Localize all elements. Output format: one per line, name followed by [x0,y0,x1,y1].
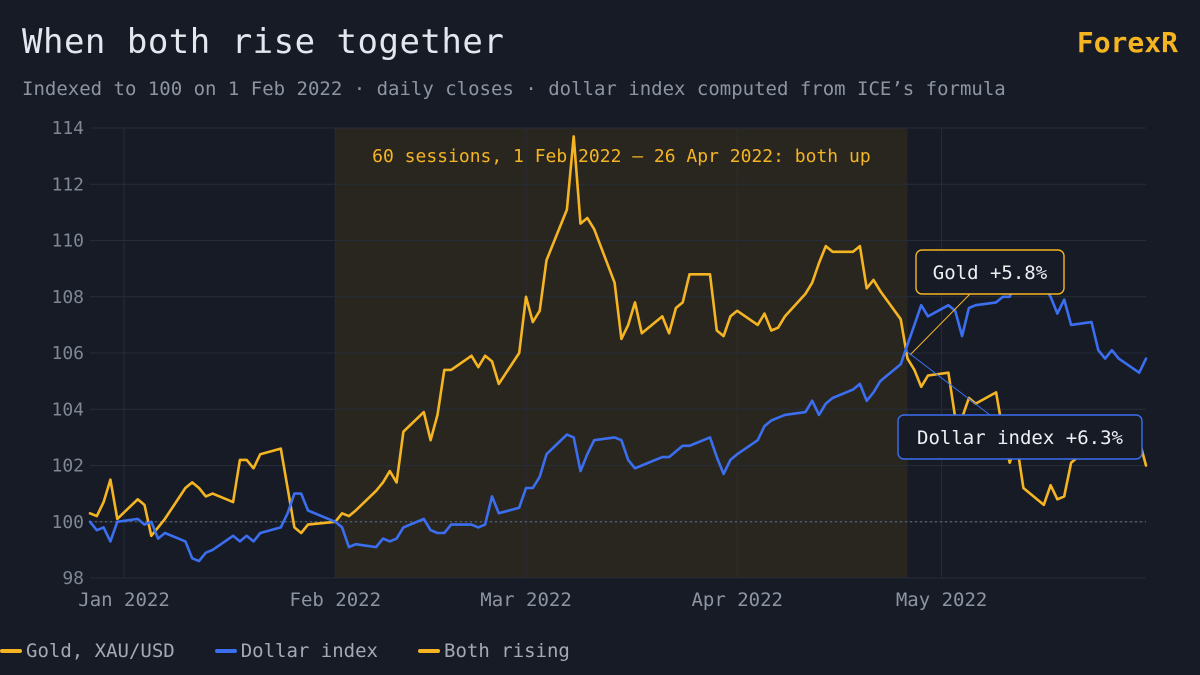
legend-item-both-rising[interactable]: Both rising [418,640,570,662]
line-chart: 98 100 102 104 106 108 110 112 114 Jan 2022 Feb 20… [51,118,1148,611]
y-tick-label: 114 [51,118,84,139]
x-tick-label: Mar 2022 [480,589,572,611]
callout-box [897,414,1143,460]
x-tick-label: Apr 2022 [691,589,783,611]
x-tick-label: Feb 2022 [290,589,382,611]
legend-label-gold: Gold, XAU/USD [26,640,175,662]
chart-subtitle: Indexed to 100 on 1 Feb 2022 · daily clo… [22,78,1006,100]
y-tick-label: 112 [51,174,84,195]
callout-label: Dollar index +6.3% [917,427,1123,449]
x-tick-label: Jan 2022 [78,589,170,611]
y-tick-label: 108 [51,287,84,308]
chart-title: When both rise together [22,22,505,62]
callout-label: Gold +5.8% [933,262,1048,284]
x-tick-label: May 2022 [896,589,988,611]
gold-line [88,135,1148,538]
y-tick-label: 104 [51,399,84,420]
legend-item-dollar[interactable]: Dollar index [214,640,378,662]
callout-leader [904,349,991,416]
y-tick-label: 102 [51,456,84,477]
chart-legend: Gold, XAU/USD Dollar index Both rising [0,640,590,662]
legend-label-both-rising: Both rising [444,640,570,662]
region-label: 60 sessions, 1 Feb 2022 – 26 Apr 2022: b… [372,146,871,167]
dollar-index-line [88,278,1148,563]
legend-label-dollar: Dollar index [240,640,378,662]
callout-box [915,249,1065,295]
gold-callout: Gold +5.8% [909,249,1065,356]
legend-swatch-dollar [214,649,237,653]
callout-leader [909,293,971,356]
y-tick-label: 106 [51,343,84,364]
legend-swatch-gold [0,649,22,653]
brand-logo: ForexR [1076,26,1178,59]
y-tick-label: 100 [51,512,84,533]
y-tick-label: 110 [51,231,84,252]
y-tick-label: 98 [62,568,84,589]
legend-item-gold[interactable]: Gold, XAU/USD [0,640,175,662]
legend-swatch-both-rising [418,649,440,653]
dollar-callout: Dollar index +6.3% [897,349,1143,460]
